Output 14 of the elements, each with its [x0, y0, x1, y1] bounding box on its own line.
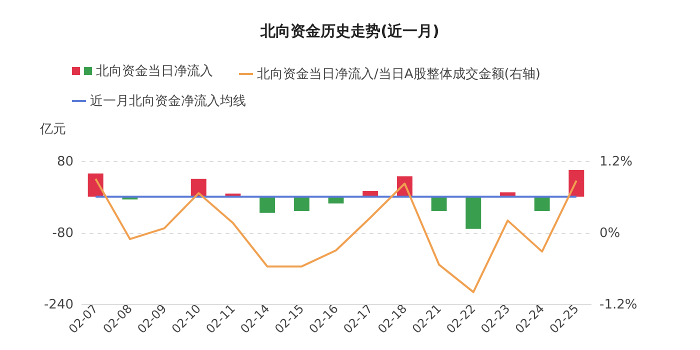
legend-label: 近一月北向资金净流入均线	[90, 93, 246, 110]
chart-title: 北向资金历史走势(近一月)	[259, 22, 440, 41]
line-series	[94, 178, 578, 294]
bar	[466, 196, 482, 229]
y2-tick-label: -1.2%	[600, 298, 638, 312]
legend-label: 北向资金当日净流入	[96, 63, 213, 80]
y2-tick-label: 1.2%	[600, 154, 633, 170]
y-axis-title: 亿元	[40, 121, 66, 138]
bar	[260, 196, 276, 213]
y-tick-label: -80	[52, 226, 74, 241]
y-tick-label: 80	[56, 154, 74, 170]
bar	[568, 170, 584, 197]
y2-tick-label: 0%	[600, 226, 620, 241]
legend-label: 北向资金当日净流入/当日A股整体成交金额(右轴)	[257, 66, 540, 83]
